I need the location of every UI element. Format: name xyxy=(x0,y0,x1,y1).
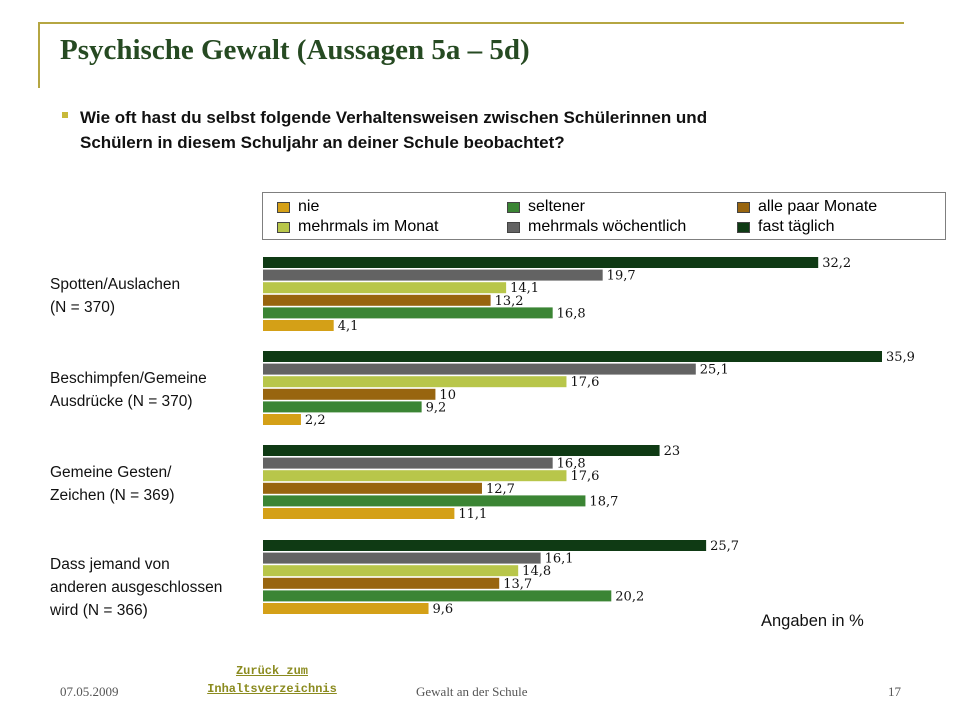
bar-1-0 xyxy=(263,351,882,362)
question-line-2: Schülern in diesem Schuljahr an deiner S… xyxy=(80,133,565,152)
bar-0-0 xyxy=(263,257,819,268)
bar-1-1 xyxy=(263,363,696,375)
data-label-1-5: 2,2 xyxy=(305,413,326,428)
legend-item-alle-paar-monate: alle paar Monate xyxy=(737,197,877,217)
data-label-0-4: 16,8 xyxy=(557,306,586,321)
bar-0-3 xyxy=(263,294,491,306)
bar-3-4 xyxy=(263,590,612,602)
bar-2-1 xyxy=(263,457,553,469)
data-label-3-0: 25,7 xyxy=(710,539,739,554)
bar-2-5 xyxy=(263,508,455,519)
footer-title: Gewalt an der Schule xyxy=(416,684,528,699)
category-label-spotten: Spotten/Auslachen (N = 370) xyxy=(50,273,180,319)
bar-2-3 xyxy=(263,482,482,494)
link-line-2: Inhaltsverzeichnis xyxy=(207,682,337,696)
legend-label: nie xyxy=(298,198,320,215)
legend-item-seltener: seltener xyxy=(507,197,585,217)
data-label-1-0: 35,9 xyxy=(886,350,915,365)
data-label-3-1: 16,1 xyxy=(545,552,574,567)
page-number: 17 xyxy=(888,684,901,699)
bar-2-2 xyxy=(263,470,567,482)
legend-label: mehrmals wöchentlich xyxy=(528,218,687,235)
bar-1-5 xyxy=(263,414,301,425)
legend-item-mehrmals-im-monat: mehrmals im Monat xyxy=(277,217,438,237)
data-label-2-0: 23 xyxy=(664,444,681,459)
data-label-3-4: 20,2 xyxy=(615,589,644,604)
data-label-1-1: 25,1 xyxy=(700,363,729,378)
survey-question: Wie oft hast du selbst folgende Verhalte… xyxy=(80,105,900,155)
legend-label: fast täglich xyxy=(758,218,835,235)
bar-2-4 xyxy=(263,495,586,507)
data-label-1-4: 9,2 xyxy=(426,400,447,415)
category-label-line: Spotten/Auslachen xyxy=(50,276,181,293)
category-label-ausgeschlossen: Dass jemand von anderen ausgeschlossen w… xyxy=(50,553,222,622)
data-label-2-4: 18,7 xyxy=(589,494,618,509)
category-label-line: Dass jemand von xyxy=(50,556,170,573)
bar-0-2 xyxy=(263,282,507,294)
category-label-line: (N = 370) xyxy=(50,299,116,316)
bar-0-1 xyxy=(263,269,603,281)
legend-label: mehrmals im Monat xyxy=(298,218,439,235)
legend-swatch xyxy=(507,221,520,233)
decorative-left-rule xyxy=(38,22,40,88)
data-label-0-3: 13,2 xyxy=(495,294,524,309)
bar-1-2 xyxy=(263,376,567,388)
chart-legend: nie seltener alle paar Monate mehrmals i… xyxy=(262,192,946,240)
legend-swatch xyxy=(737,201,750,213)
bar-3-0 xyxy=(263,540,707,551)
bar-0-4 xyxy=(263,307,553,319)
bar-1-4 xyxy=(263,401,422,413)
legend-item-fast-taeglich: fast täglich xyxy=(737,217,834,237)
data-label-0-2: 14,1 xyxy=(510,281,539,296)
legend-item-mehrmals-woechentlich: mehrmals wöchentlich xyxy=(507,217,686,237)
footer-date: 07.05.2009 xyxy=(60,684,119,699)
page-title: Psychische Gewalt (Aussagen 5a – 5d) xyxy=(60,34,530,66)
bar-3-3 xyxy=(263,577,500,589)
legend-label: alle paar Monate xyxy=(758,198,878,215)
legend-swatch xyxy=(737,221,750,233)
bar-1-3 xyxy=(263,388,436,400)
bar-3-5 xyxy=(263,603,429,614)
bar-3-2 xyxy=(263,565,519,577)
category-label-beschimpfen: Beschimpfen/Gemeine Ausdrücke (N = 370) xyxy=(50,367,207,413)
link-line-1: Zurück zum xyxy=(235,664,308,678)
legend-swatch xyxy=(507,201,520,213)
data-label-2-5: 11,1 xyxy=(458,507,487,522)
table-of-contents-link[interactable]: Zurück zum Inhaltsverzeichnis xyxy=(198,662,346,698)
data-label-1-3: 10 xyxy=(439,388,456,403)
data-label-0-5: 4,1 xyxy=(338,319,359,334)
data-label-1-2: 17,6 xyxy=(570,375,599,390)
bar-3-1 xyxy=(263,552,541,564)
category-label-line: Beschimpfen/Gemeine xyxy=(50,370,207,387)
category-label-line: Gemeine Gesten/ xyxy=(50,464,172,481)
legend-swatch xyxy=(277,201,290,213)
category-label-line: Ausdrücke (N = 370) xyxy=(50,393,193,410)
legend-label: seltener xyxy=(528,198,585,215)
data-label-0-0: 32,2 xyxy=(822,256,851,271)
data-label-2-2: 17,6 xyxy=(570,469,599,484)
data-label-2-3: 12,7 xyxy=(486,482,515,497)
bullet-icon xyxy=(62,112,68,118)
bar-0-5 xyxy=(263,320,334,331)
category-label-line: wird (N = 366) xyxy=(50,602,148,619)
bar-2-0 xyxy=(263,445,660,456)
category-label-gesten: Gemeine Gesten/ Zeichen (N = 369) xyxy=(50,461,175,507)
data-label-3-3: 13,7 xyxy=(503,577,532,592)
data-label-2-1: 16,8 xyxy=(557,457,586,472)
question-line-1: Wie oft hast du selbst folgende Verhalte… xyxy=(80,108,708,127)
data-label-3-5: 9,6 xyxy=(433,602,454,617)
legend-item-nie: nie xyxy=(277,197,319,217)
category-label-line: Zeichen (N = 369) xyxy=(50,487,175,504)
legend-swatch xyxy=(277,221,290,233)
data-label-3-2: 14,8 xyxy=(522,564,551,579)
unit-note: Angaben in % xyxy=(761,612,864,630)
data-label-0-1: 19,7 xyxy=(607,269,636,284)
category-label-line: anderen ausgeschlossen xyxy=(50,579,223,596)
decorative-top-rule xyxy=(38,22,904,24)
